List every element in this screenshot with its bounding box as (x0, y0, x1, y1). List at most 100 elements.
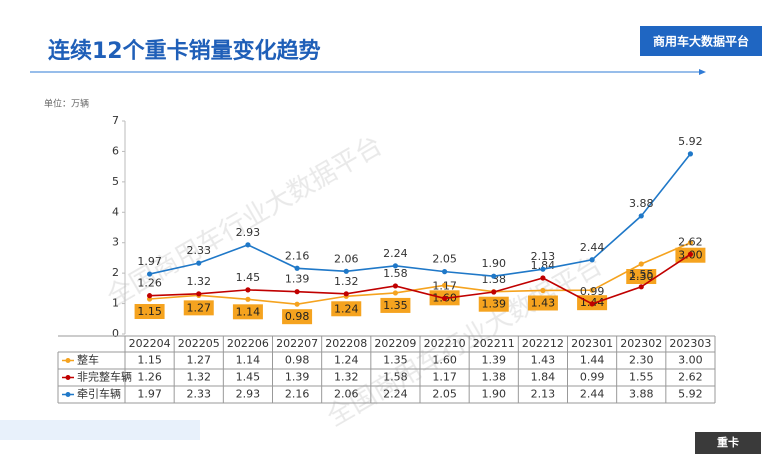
point (146, 293, 153, 299)
x-tick-label: 202301 (571, 337, 613, 350)
point (294, 289, 300, 295)
table-cell: 2.13 (531, 388, 556, 401)
data-label: 1.15 (137, 305, 162, 318)
series-line (149, 253, 691, 305)
data-label: 1.27 (187, 301, 212, 314)
data-label: 2.24 (383, 247, 408, 260)
point (441, 282, 448, 288)
footer-text: 重卡 (717, 435, 739, 449)
unit-label: 单位：万辆 (44, 98, 89, 110)
x-tick-label: 202204 (129, 337, 171, 350)
y-tick-label: 5 (112, 175, 119, 188)
data-label: 1.32 (334, 275, 359, 288)
point (638, 284, 644, 290)
data-label: 1.26 (137, 277, 162, 290)
point (540, 287, 546, 294)
data-label: 1.55 (629, 268, 654, 281)
label-box (527, 295, 558, 311)
data-label: 3.88 (629, 197, 654, 210)
table-cell: 1.84 (531, 371, 556, 384)
page-title: 连续12个重卡销量变化趋势 (48, 38, 321, 64)
data-label: 1.24 (334, 302, 359, 315)
point (540, 275, 546, 281)
series-line (149, 153, 692, 277)
label-box (134, 304, 165, 320)
y-tick-label: 1 (112, 297, 119, 310)
table-cell: 2.62 (678, 371, 703, 384)
data-label: 2.93 (236, 226, 261, 239)
x-tick-label: 202208 (325, 337, 367, 350)
table-cell: 2.16 (285, 388, 310, 401)
data-label: 2.62 (678, 235, 703, 248)
table-cell: 1.38 (482, 371, 507, 384)
point (146, 271, 153, 277)
x-tick-label: 202206 (227, 337, 269, 350)
table-cell: 1.15 (137, 354, 162, 367)
label-box (183, 300, 214, 316)
data-label: 1.14 (236, 305, 261, 318)
point (589, 301, 595, 307)
point (687, 240, 694, 246)
x-tick-label: 202205 (178, 337, 220, 350)
footer-badge (695, 432, 761, 454)
point (540, 266, 546, 272)
table-cell: 5.92 (678, 388, 703, 401)
table-cell: 0.98 (285, 354, 310, 367)
point (589, 287, 595, 293)
label-box (478, 296, 509, 312)
data-label: 2.06 (334, 252, 359, 265)
data-label: 5.92 (678, 135, 703, 148)
data-label: 1.45 (236, 271, 261, 284)
point (392, 283, 399, 289)
point (196, 260, 202, 266)
badge-text: 商用车大数据平台 (653, 34, 749, 49)
table-cell: 0.99 (580, 371, 605, 384)
x-tick-label: 202207 (276, 337, 318, 350)
footer-graphic (0, 420, 200, 440)
x-tick-label: 202212 (522, 337, 564, 350)
legend-dot (65, 375, 71, 380)
y-tick-label: 6 (112, 144, 119, 157)
table-cell: 1.45 (236, 371, 261, 384)
point (687, 151, 694, 157)
table-cell: 1.97 (137, 388, 162, 401)
point (589, 257, 595, 263)
table-cell: 1.27 (187, 354, 212, 367)
data-label: 2.33 (187, 244, 212, 257)
point (392, 263, 399, 269)
label-box (232, 304, 263, 320)
x-tick-label: 202209 (374, 337, 416, 350)
y-tick-label: 7 (112, 114, 119, 127)
y-tick-label: 3 (112, 236, 119, 249)
y-tick-label: 0 (112, 327, 119, 340)
table-cell: 1.39 (285, 371, 310, 384)
table-cell: 1.35 (383, 354, 408, 367)
table-cell: 1.32 (187, 371, 212, 384)
badge (640, 26, 762, 56)
y-tick-label: 2 (112, 266, 119, 279)
table-cell: 1.32 (334, 371, 359, 384)
data-label: 2.44 (580, 241, 605, 254)
x-tick-label: 202303 (669, 337, 711, 350)
data-label: 2.16 (285, 249, 310, 262)
point (441, 269, 448, 275)
table-cell: 1.55 (629, 371, 654, 384)
label-box (282, 309, 313, 325)
table-cell: 1.44 (580, 354, 605, 367)
table-cell: 2.05 (432, 388, 457, 401)
data-label: 2.13 (531, 250, 556, 263)
label-box (626, 269, 657, 285)
data-label: 1.17 (432, 279, 457, 292)
label-box (380, 297, 411, 313)
data-label: 2.05 (432, 253, 457, 266)
table-cell: 1.43 (531, 354, 556, 367)
data-label: 1.58 (383, 267, 408, 280)
x-tick-label: 202210 (424, 337, 466, 350)
data-label: 1.32 (187, 275, 212, 288)
point (196, 291, 202, 297)
legend-label: 整车 (77, 353, 99, 367)
table-cell: 3.88 (629, 388, 654, 401)
series-line (149, 241, 691, 305)
table-cell: 2.24 (383, 388, 408, 401)
